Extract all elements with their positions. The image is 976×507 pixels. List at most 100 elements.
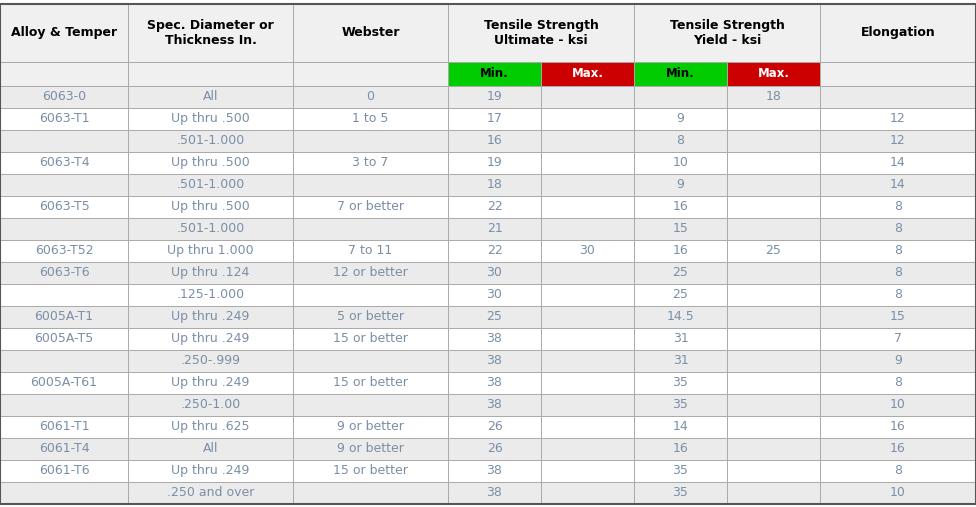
Bar: [128, 196, 293, 218]
Text: 8: 8: [894, 200, 902, 213]
Bar: [0, 218, 128, 239]
Bar: [293, 349, 448, 372]
Bar: [541, 459, 634, 482]
Text: 6063-T1: 6063-T1: [39, 112, 90, 125]
Bar: [128, 459, 293, 482]
Text: Up thru .249: Up thru .249: [172, 310, 250, 323]
Text: 6063-T6: 6063-T6: [39, 266, 90, 279]
Text: 30: 30: [487, 288, 503, 301]
Bar: [0, 107, 128, 129]
Bar: [293, 196, 448, 218]
Bar: [820, 4, 976, 61]
Text: 21: 21: [487, 222, 503, 235]
Bar: [128, 129, 293, 152]
Bar: [727, 283, 820, 306]
Bar: [448, 393, 541, 416]
Bar: [0, 61, 128, 86]
Text: Up thru 1.000: Up thru 1.000: [167, 244, 254, 257]
Text: 14: 14: [672, 420, 688, 433]
Bar: [541, 372, 634, 393]
Bar: [820, 173, 976, 196]
Text: 26: 26: [487, 420, 503, 433]
Bar: [634, 328, 727, 349]
Bar: [448, 196, 541, 218]
Bar: [293, 239, 448, 262]
Text: 8: 8: [894, 376, 902, 389]
Text: Tensile Strength
Ultimate - ksi: Tensile Strength Ultimate - ksi: [483, 18, 598, 47]
Text: All: All: [203, 442, 219, 455]
Bar: [293, 416, 448, 438]
Bar: [634, 86, 727, 107]
Text: 15 or better: 15 or better: [333, 376, 408, 389]
Bar: [727, 393, 820, 416]
Bar: [128, 61, 293, 86]
Bar: [448, 416, 541, 438]
Bar: [541, 196, 634, 218]
Bar: [820, 459, 976, 482]
Bar: [541, 61, 634, 86]
Bar: [634, 372, 727, 393]
Text: Max.: Max.: [757, 67, 790, 80]
Bar: [293, 482, 448, 503]
Bar: [293, 306, 448, 328]
Bar: [541, 239, 634, 262]
Bar: [820, 218, 976, 239]
Bar: [820, 438, 976, 459]
Bar: [634, 239, 727, 262]
Text: 6005A-T5: 6005A-T5: [34, 332, 94, 345]
Text: 38: 38: [487, 376, 503, 389]
Text: 14: 14: [890, 156, 906, 169]
Text: 7 to 11: 7 to 11: [348, 244, 392, 257]
Bar: [128, 283, 293, 306]
Text: 16: 16: [672, 442, 688, 455]
Bar: [634, 173, 727, 196]
Text: 1 to 5: 1 to 5: [352, 112, 388, 125]
Text: Tensile Strength
Yield - ksi: Tensile Strength Yield - ksi: [670, 18, 785, 47]
Bar: [448, 262, 541, 283]
Bar: [634, 61, 727, 86]
Bar: [634, 152, 727, 173]
Bar: [727, 372, 820, 393]
Text: 35: 35: [672, 486, 688, 499]
Text: 38: 38: [487, 398, 503, 411]
Text: 31: 31: [672, 332, 688, 345]
Text: 9: 9: [676, 112, 684, 125]
Bar: [727, 262, 820, 283]
Bar: [0, 152, 128, 173]
Bar: [448, 61, 541, 86]
Bar: [820, 262, 976, 283]
Text: 19: 19: [487, 90, 503, 103]
Bar: [293, 61, 448, 86]
Bar: [541, 218, 634, 239]
Bar: [727, 482, 820, 503]
Text: Max.: Max.: [572, 67, 603, 80]
Bar: [820, 152, 976, 173]
Text: 0: 0: [367, 90, 375, 103]
Text: Alloy & Temper: Alloy & Temper: [11, 26, 117, 39]
Bar: [128, 107, 293, 129]
Bar: [293, 328, 448, 349]
Bar: [448, 328, 541, 349]
Text: 14.5: 14.5: [667, 310, 694, 323]
Text: 8: 8: [676, 134, 684, 147]
Bar: [0, 239, 128, 262]
Bar: [820, 416, 976, 438]
Bar: [448, 152, 541, 173]
Text: 5 or better: 5 or better: [337, 310, 404, 323]
Text: 8: 8: [894, 222, 902, 235]
Bar: [541, 438, 634, 459]
Bar: [541, 482, 634, 503]
Text: 35: 35: [672, 398, 688, 411]
Bar: [541, 306, 634, 328]
Text: 22: 22: [487, 244, 503, 257]
Bar: [634, 459, 727, 482]
Bar: [820, 349, 976, 372]
Bar: [0, 349, 128, 372]
Text: Up thru .500: Up thru .500: [171, 200, 250, 213]
Bar: [128, 306, 293, 328]
Text: 9 or better: 9 or better: [337, 420, 404, 433]
Bar: [541, 416, 634, 438]
Text: 6063-T5: 6063-T5: [39, 200, 90, 213]
Bar: [128, 416, 293, 438]
Bar: [820, 306, 976, 328]
